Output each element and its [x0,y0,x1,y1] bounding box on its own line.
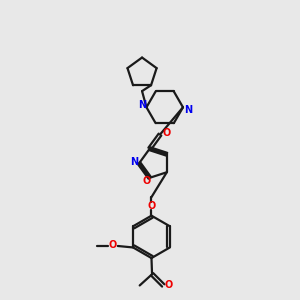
Text: O: O [147,201,156,211]
Text: O: O [162,128,171,138]
Text: O: O [142,176,150,186]
Text: O: O [109,240,117,250]
Text: N: N [130,157,138,167]
Text: O: O [164,280,173,290]
Text: N: N [184,105,192,115]
Text: N: N [138,100,146,110]
